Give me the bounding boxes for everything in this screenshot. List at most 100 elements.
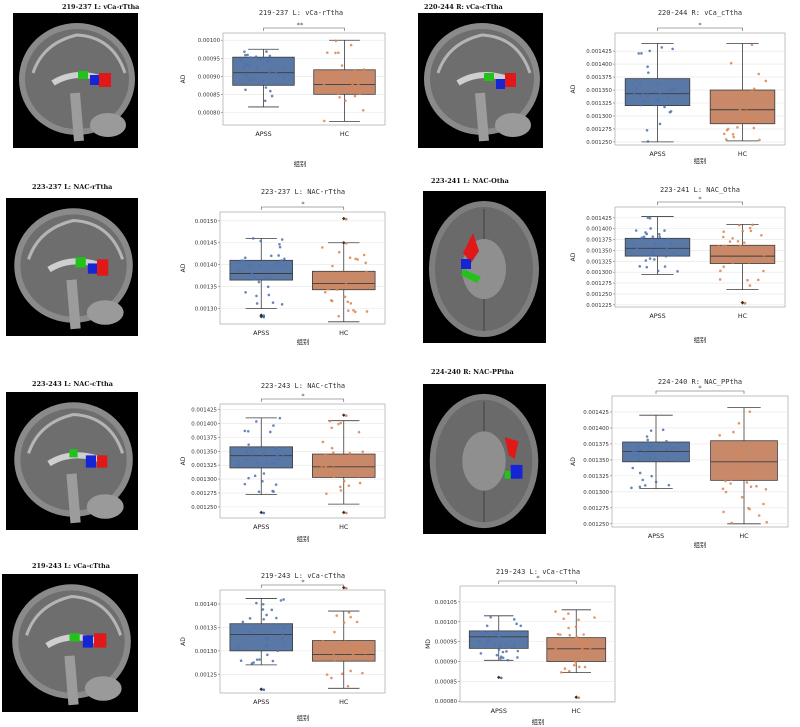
data-point [666, 237, 670, 241]
data-point [643, 451, 647, 454]
data-point [339, 485, 342, 489]
data-point [282, 598, 285, 601]
data-point [653, 103, 657, 107]
data-point [562, 617, 566, 621]
y-tick-label: 0.001375 [586, 238, 612, 244]
data-point [267, 293, 271, 297]
chart-title: 219-243 L: vCa-cTtha [496, 568, 580, 576]
data-point [337, 647, 340, 650]
data-point [642, 235, 646, 239]
data-point [649, 227, 652, 230]
y-tick-label: 0.00140 [195, 602, 218, 608]
y-tick-label: 0.00130 [195, 649, 218, 655]
data-point [719, 92, 723, 96]
data-point [331, 264, 334, 268]
data-point [328, 90, 332, 93]
data-point [752, 118, 756, 122]
y-tick-label: 0.001250 [586, 140, 612, 146]
data-point [635, 246, 639, 250]
data-point [519, 624, 523, 628]
data-point [281, 645, 284, 648]
data-point [722, 265, 726, 269]
y-tick-label: 0.001275 [191, 491, 217, 497]
data-point [748, 507, 751, 511]
data-point [677, 442, 680, 445]
data-point [646, 438, 650, 442]
x-axis-label: 组别 [532, 717, 545, 726]
y-tick-label: 0.00150 [195, 219, 218, 225]
data-point [270, 68, 274, 72]
data-point [649, 429, 653, 432]
data-point [261, 453, 265, 456]
y-tick-label: 0.00085 [198, 92, 220, 98]
data-point [277, 74, 281, 78]
y-axis-label: AD [180, 263, 187, 272]
data-point [325, 471, 329, 474]
data-point [337, 92, 340, 95]
data-point [281, 636, 284, 640]
data-point [270, 94, 274, 98]
data-point [638, 471, 642, 475]
data-point [363, 472, 367, 476]
y-tick-label: 0.001425 [191, 408, 217, 414]
outlier-point [341, 585, 346, 590]
data-point [244, 88, 247, 92]
data-point [645, 435, 649, 438]
data-point [485, 631, 488, 635]
data-point [255, 420, 258, 423]
data-point [325, 492, 328, 495]
data-point [326, 73, 329, 76]
significance-marker: * [301, 578, 305, 586]
data-point [262, 688, 266, 692]
data-point [756, 278, 760, 282]
data-point [237, 646, 240, 650]
data-point [262, 315, 266, 319]
data-point [651, 249, 655, 252]
brain-title-3: 223-237 L: NAC-rTtha [32, 183, 113, 191]
data-point [764, 487, 768, 491]
data-point [279, 599, 283, 602]
data-point [346, 684, 350, 688]
data-point [365, 270, 368, 274]
data-point [254, 55, 258, 58]
box-apss [229, 416, 294, 515]
data-point [344, 645, 348, 649]
y-tick-label: 0.00130 [195, 307, 218, 313]
data-point [344, 241, 348, 245]
y-tick-label: 0.001300 [191, 477, 217, 483]
data-point [748, 284, 752, 287]
data-point [355, 620, 359, 624]
data-point [261, 608, 265, 611]
y-tick-label: 0.001250 [586, 292, 612, 298]
data-point [252, 275, 256, 279]
data-point [650, 474, 653, 478]
data-point [322, 119, 326, 123]
data-point [669, 88, 673, 91]
data-point [759, 446, 762, 450]
y-tick-label: 0.001325 [586, 101, 612, 107]
data-point [722, 230, 726, 234]
data-point [665, 448, 669, 451]
data-point [320, 72, 324, 75]
data-point [658, 122, 662, 126]
data-point [244, 53, 247, 57]
data-point [360, 284, 363, 287]
data-point [343, 640, 347, 644]
data-point [274, 71, 277, 75]
data-point [332, 652, 335, 656]
data-point [745, 481, 749, 484]
data-point [352, 648, 356, 652]
y-tick-label: 0.001350 [586, 88, 612, 94]
data-point [654, 457, 658, 461]
data-point [265, 613, 268, 617]
box-hc [313, 39, 376, 123]
data-point [762, 253, 765, 257]
data-point [352, 308, 355, 312]
data-point [736, 92, 740, 95]
data-point [261, 479, 264, 483]
data-point [763, 476, 766, 479]
data-point [719, 269, 722, 273]
data-point [274, 462, 277, 466]
data-point [264, 277, 267, 280]
data-point [741, 229, 745, 233]
